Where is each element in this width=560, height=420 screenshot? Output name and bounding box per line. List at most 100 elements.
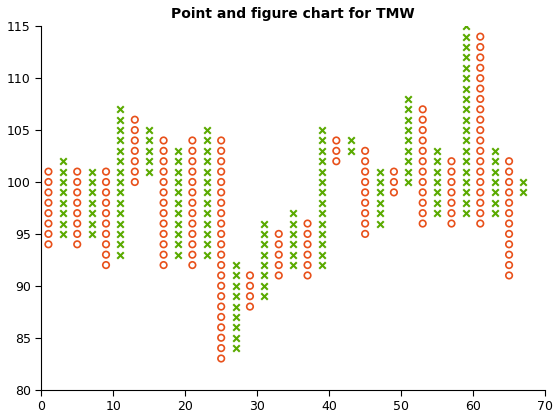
Point	[188, 241, 197, 248]
Point	[274, 262, 283, 268]
Point	[174, 168, 183, 175]
Point	[461, 127, 470, 134]
Point	[159, 251, 168, 258]
Point	[231, 272, 240, 279]
Point	[274, 241, 283, 248]
Point	[101, 178, 110, 185]
Point	[505, 272, 514, 279]
Point	[318, 127, 326, 134]
Point	[447, 210, 456, 216]
Point	[418, 137, 427, 144]
Point	[73, 210, 82, 216]
Point	[505, 262, 514, 268]
Point	[73, 178, 82, 185]
Point	[159, 189, 168, 196]
Point	[375, 178, 384, 185]
Point	[461, 189, 470, 196]
Point	[461, 64, 470, 71]
Point	[101, 231, 110, 237]
Point	[288, 210, 297, 216]
Point	[418, 147, 427, 154]
Point	[58, 168, 67, 175]
Point	[217, 147, 226, 154]
Point	[318, 137, 326, 144]
Point	[116, 168, 125, 175]
Point	[288, 251, 297, 258]
Point	[361, 231, 370, 237]
Point	[174, 178, 183, 185]
Point	[418, 127, 427, 134]
Point	[217, 324, 226, 331]
Point	[505, 231, 514, 237]
Point	[461, 200, 470, 206]
Point	[231, 324, 240, 331]
Point	[231, 283, 240, 289]
Point	[73, 189, 82, 196]
Point	[461, 23, 470, 30]
Point	[433, 168, 442, 175]
Point	[174, 200, 183, 206]
Point	[159, 231, 168, 237]
Point	[476, 189, 485, 196]
Point	[116, 241, 125, 248]
Point	[433, 147, 442, 154]
Point	[332, 137, 341, 144]
Point	[130, 116, 139, 123]
Point	[303, 251, 312, 258]
Point	[87, 220, 96, 227]
Point	[505, 251, 514, 258]
Point	[87, 210, 96, 216]
Point	[116, 116, 125, 123]
Point	[418, 178, 427, 185]
Point	[159, 178, 168, 185]
Point	[461, 85, 470, 92]
Point	[231, 334, 240, 341]
Point	[217, 272, 226, 279]
Point	[217, 303, 226, 310]
Point	[461, 96, 470, 102]
Point	[130, 127, 139, 134]
Point	[303, 272, 312, 279]
Point	[318, 168, 326, 175]
Point	[101, 262, 110, 268]
Point	[188, 220, 197, 227]
Point	[73, 241, 82, 248]
Point	[217, 314, 226, 320]
Point	[202, 168, 211, 175]
Point	[332, 147, 341, 154]
Point	[318, 178, 326, 185]
Point	[202, 220, 211, 227]
Point	[101, 241, 110, 248]
Point	[476, 147, 485, 154]
Point	[202, 210, 211, 216]
Point	[318, 251, 326, 258]
Point	[476, 44, 485, 50]
Point	[202, 251, 211, 258]
Point	[159, 168, 168, 175]
Point	[58, 189, 67, 196]
Point	[476, 54, 485, 61]
Point	[217, 241, 226, 248]
Point	[202, 127, 211, 134]
Point	[58, 210, 67, 216]
Point	[490, 189, 499, 196]
Point	[476, 64, 485, 71]
Point	[159, 137, 168, 144]
Point	[375, 189, 384, 196]
Point	[404, 147, 413, 154]
Point	[188, 168, 197, 175]
Point	[245, 272, 254, 279]
Point	[476, 116, 485, 123]
Point	[174, 189, 183, 196]
Point	[476, 168, 485, 175]
Point	[58, 178, 67, 185]
Point	[288, 220, 297, 227]
Point	[447, 220, 456, 227]
Point	[490, 168, 499, 175]
Point	[116, 251, 125, 258]
Point	[375, 200, 384, 206]
Point	[404, 116, 413, 123]
Point	[361, 200, 370, 206]
Point	[447, 200, 456, 206]
Point	[447, 158, 456, 165]
